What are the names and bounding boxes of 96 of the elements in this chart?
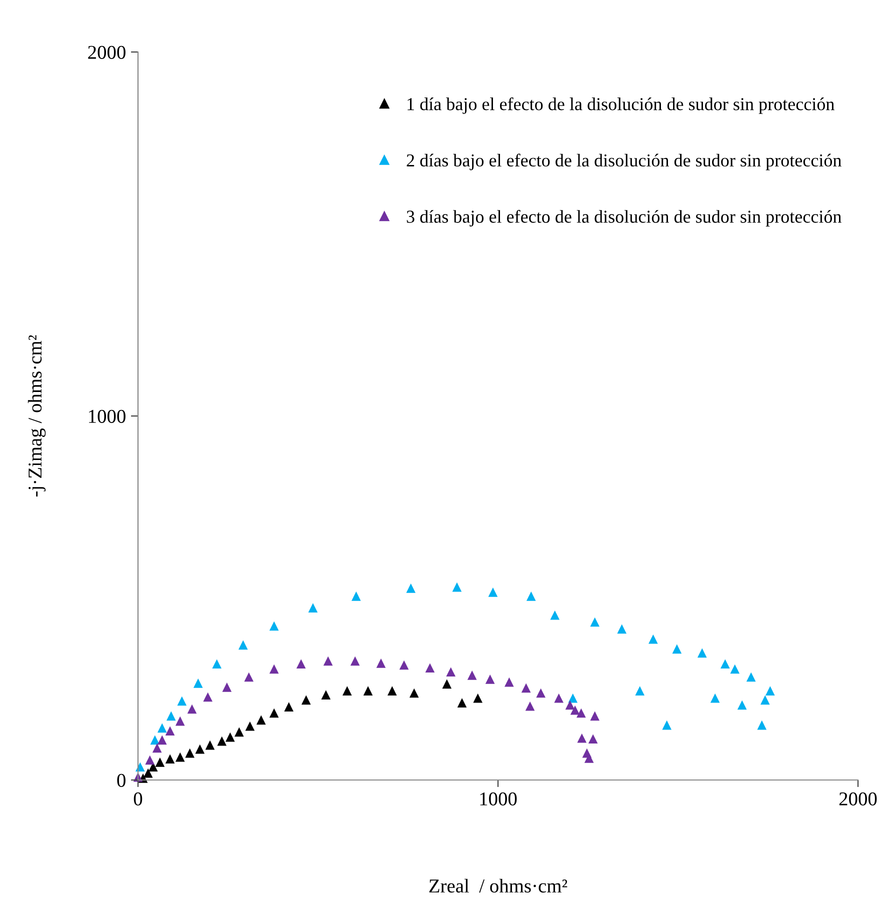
point: [143, 768, 153, 778]
point: [238, 640, 248, 650]
point: [617, 624, 626, 634]
point: [525, 701, 535, 711]
point: [457, 698, 467, 708]
point: [193, 678, 203, 688]
point: [217, 736, 227, 746]
point: [342, 686, 352, 696]
point: [150, 735, 160, 745]
point: [244, 672, 254, 682]
point: [406, 584, 416, 593]
point: [296, 659, 306, 669]
point: [467, 670, 477, 680]
point: [376, 658, 386, 668]
point: [256, 715, 266, 725]
point: [570, 705, 580, 715]
legend-label: 3 días bajo el efecto de la disolución de sudor sin protección: [406, 210, 842, 226]
point: [737, 700, 747, 710]
x-axis-title: Zreal / ohms·cm²: [429, 878, 568, 893]
point: [222, 682, 232, 692]
point: [521, 683, 531, 693]
point: [536, 688, 546, 698]
point: [730, 664, 740, 674]
point: [662, 720, 672, 730]
point: [234, 727, 244, 737]
y-tick-label: 1000: [89, 410, 126, 423]
point: [363, 686, 373, 696]
x-tick-label: 0: [134, 792, 142, 806]
point: [757, 720, 767, 730]
point: [301, 695, 311, 705]
point: [195, 744, 205, 754]
point: [760, 695, 770, 705]
legend-label: 2 días bajo el efecto de la disolución de sudor sin protección: [406, 154, 842, 170]
point: [352, 592, 361, 601]
point: [175, 752, 185, 762]
point: [550, 610, 560, 620]
point: [321, 690, 331, 700]
y-tick-label: 0: [117, 774, 126, 787]
point: [746, 672, 756, 682]
point: [269, 708, 279, 718]
point: [148, 762, 158, 772]
point: [485, 674, 495, 684]
point: [504, 677, 514, 687]
point: [488, 588, 498, 597]
point: [672, 644, 682, 654]
point: [554, 693, 564, 703]
point: [157, 723, 167, 733]
point: [577, 733, 587, 743]
point: [187, 704, 197, 714]
point: [155, 758, 165, 767]
point: [576, 708, 586, 718]
point: [588, 734, 598, 744]
point: [446, 667, 456, 677]
legend-label: 1 día bajo el efecto de la disolución de sudor sin protección: [408, 97, 834, 114]
point: [697, 648, 707, 658]
point: [452, 582, 462, 592]
point: [399, 660, 409, 670]
x-tick-label: 2000: [839, 792, 877, 806]
point: [284, 702, 294, 712]
point: [635, 686, 644, 696]
point: [175, 716, 185, 726]
point: [425, 663, 435, 673]
point: [409, 688, 419, 698]
point: [269, 621, 279, 631]
point: [203, 692, 212, 702]
point: [245, 721, 255, 731]
point: [710, 693, 720, 703]
y-axis-title: -j·Zimag / ohms·cm²: [28, 335, 46, 496]
point: [323, 656, 333, 666]
point: [269, 664, 279, 674]
point: [166, 711, 176, 721]
point: [565, 700, 575, 710]
point: [205, 740, 215, 750]
point: [568, 693, 578, 703]
point: [185, 748, 194, 758]
point: [388, 686, 397, 696]
point: [177, 696, 187, 706]
point: [350, 656, 360, 666]
point: [720, 659, 730, 669]
point: [165, 754, 175, 764]
point: [165, 726, 175, 736]
point: [157, 735, 167, 745]
point: [308, 603, 318, 612]
point: [152, 743, 162, 753]
point: [648, 634, 658, 644]
y-tick-label: 2000: [88, 46, 126, 59]
point: [526, 592, 536, 601]
point: [766, 686, 775, 696]
point: [442, 679, 452, 689]
point: [590, 617, 600, 627]
point: [590, 711, 600, 721]
point: [226, 732, 235, 742]
point: [473, 693, 482, 703]
x-tick-label: 1000: [480, 792, 517, 806]
point: [145, 755, 155, 765]
point: [212, 659, 222, 669]
